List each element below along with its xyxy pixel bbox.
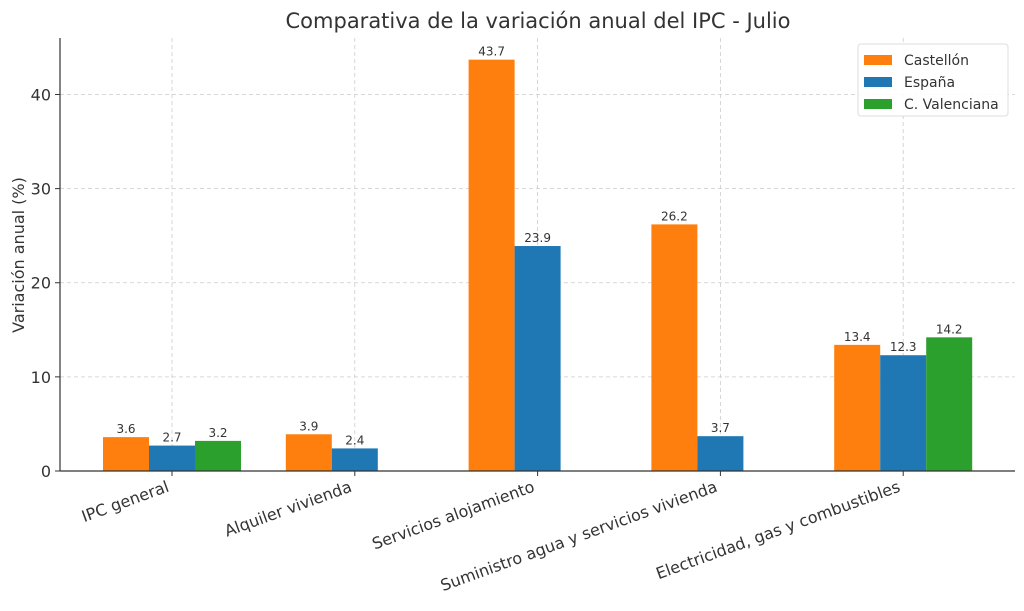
bar-espa-a — [149, 445, 195, 471]
data-label: 2.4 — [345, 433, 364, 447]
y-tick-label: 30 — [31, 180, 51, 199]
legend-label: C. Valenciana — [904, 97, 999, 113]
data-label: 3.9 — [299, 419, 318, 433]
legend-swatch — [864, 77, 892, 87]
legend-swatch — [864, 55, 892, 65]
legend-box — [857, 43, 1009, 117]
bar-espa-a — [514, 246, 561, 471]
y-tick-label: 0 — [41, 462, 51, 481]
data-label: 43.7 — [478, 45, 505, 59]
bar-castell-n — [103, 437, 149, 471]
data-label: 12.3 — [890, 340, 917, 354]
legend-label: España — [904, 75, 955, 91]
data-label: 13.4 — [844, 330, 871, 344]
bar-castell-n — [651, 224, 698, 471]
x-tick-label: Alquiler vivienda — [222, 477, 354, 541]
data-label: 3.2 — [208, 426, 227, 440]
data-label: 3.7 — [711, 421, 730, 435]
y-axis-label: Variación anual (%) — [9, 177, 28, 333]
bar-castell-n — [834, 344, 881, 471]
bar-c-valenciana — [195, 440, 241, 471]
data-label: 23.9 — [524, 231, 551, 245]
legend-swatch — [864, 99, 892, 109]
bar-espa-a — [697, 436, 744, 471]
data-label: 3.6 — [116, 422, 135, 436]
bar-castell-n — [285, 434, 332, 471]
bar-espa-a — [331, 448, 378, 471]
data-label: 2.7 — [162, 431, 181, 445]
data-label: 26.2 — [661, 209, 688, 223]
y-tick-label: 10 — [31, 368, 51, 387]
x-tick-label: Servicios alojamiento — [369, 477, 536, 553]
bar-castell-n — [468, 59, 515, 472]
x-tick-label: IPC general — [79, 477, 171, 526]
y-tick-label: 40 — [31, 85, 51, 104]
legend: Castellón España C. Valenciana — [857, 43, 1009, 117]
data-label: 14.2 — [936, 322, 963, 336]
legend-label: Castellón — [904, 53, 969, 69]
chart-title: Comparativa de la variación anual del IP… — [286, 9, 791, 33]
bar-c-valenciana — [926, 337, 973, 471]
bar-espa-a — [880, 355, 927, 471]
y-tick-label: 20 — [31, 274, 51, 293]
